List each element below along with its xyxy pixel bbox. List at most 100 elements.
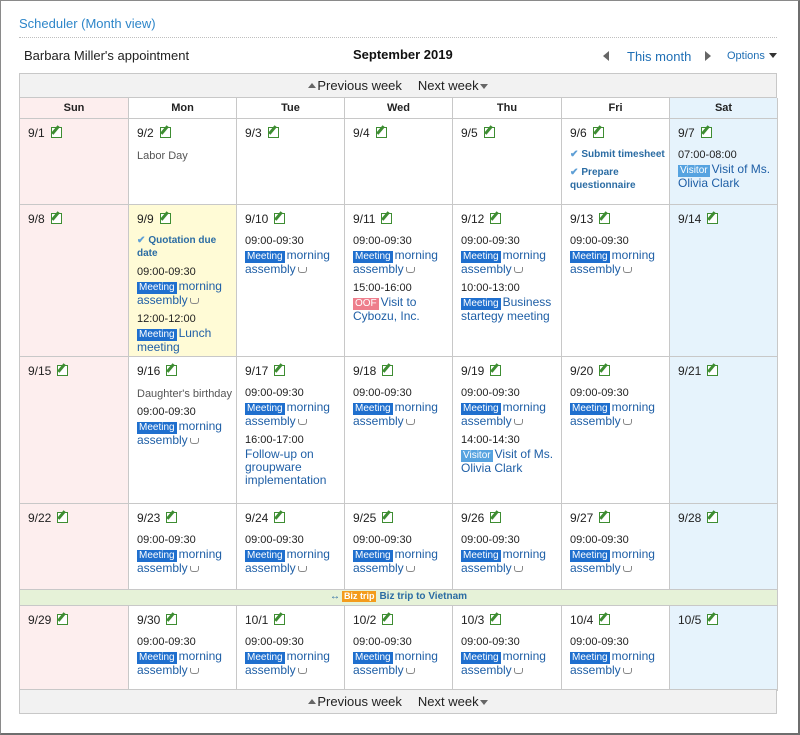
day-cell[interactable]: 9/21 bbox=[670, 357, 778, 504]
appointment[interactable]: 09:00-09:30 Meeting morning assembly bbox=[245, 636, 344, 677]
add-appointment-icon[interactable] bbox=[274, 213, 286, 224]
day-cell[interactable]: 9/11 09:00-09:30 Meeting morning assembly 15… bbox=[345, 205, 453, 357]
appointment[interactable]: 09:00-09:30 Meeting morning assembly bbox=[461, 235, 561, 276]
day-cell[interactable]: 9/25 09:00-09:30 Meeting morning assembly bbox=[345, 504, 453, 590]
todo-item[interactable]: ✔ Quotation due date bbox=[137, 234, 236, 260]
day-cell[interactable]: 9/26 09:00-09:30 Meeting morning assembly bbox=[453, 504, 562, 590]
add-appointment-icon[interactable] bbox=[599, 365, 611, 376]
add-appointment-icon[interactable] bbox=[599, 213, 611, 224]
next-week-link[interactable]: Next week bbox=[418, 694, 488, 709]
add-appointment-icon[interactable] bbox=[166, 365, 178, 376]
day-cell[interactable]: 9/6 ✔ Submit timesheet ✔ Prepare questionnai… bbox=[562, 119, 670, 205]
add-appointment-icon[interactable] bbox=[599, 512, 611, 523]
day-cell[interactable]: 9/29 bbox=[20, 606, 129, 691]
appointment-title[interactable]: morning assembly bbox=[461, 400, 546, 428]
day-cell[interactable]: 9/27 09:00-09:30 Meeting morning assembly bbox=[562, 504, 670, 590]
date-number[interactable]: 9/29 bbox=[28, 613, 52, 627]
day-cell[interactable]: 9/19 09:00-09:30 Meeting morning assembly 14… bbox=[453, 357, 562, 504]
appointment[interactable]: 12:00-12:00 Meeting Lunch meeting bbox=[137, 313, 236, 354]
add-appointment-icon[interactable] bbox=[50, 213, 62, 224]
appointment[interactable]: 09:00-09:30 Meeting morning assembly bbox=[245, 235, 344, 276]
date-number[interactable]: 9/7 bbox=[678, 126, 695, 140]
appointment-title[interactable]: morning assembly bbox=[570, 400, 655, 428]
day-cell[interactable]: 9/16 Daughter's birthday 09:00-09:30 Meetin… bbox=[129, 357, 237, 504]
appointment[interactable]: 09:00-09:30 Meeting morning assembly bbox=[245, 534, 344, 575]
appointment-title[interactable]: morning assembly bbox=[353, 400, 438, 428]
next-week-link[interactable]: Next week bbox=[418, 78, 488, 93]
date-number[interactable]: 9/3 bbox=[245, 126, 262, 140]
multi-day-event-banner[interactable]: ↔ Biz trip Biz trip to Vietnam bbox=[20, 590, 778, 606]
options-menu[interactable]: Options bbox=[727, 50, 777, 62]
appointment-title[interactable]: Follow-up on groupware implementation bbox=[245, 447, 327, 487]
appointment[interactable]: 10:00-13:00 Meeting Business startegy meet… bbox=[461, 282, 561, 323]
day-cell[interactable]: 9/18 09:00-09:30 Meeting morning assembly bbox=[345, 357, 453, 504]
todo-item[interactable]: ✔ Submit timesheet bbox=[570, 148, 669, 161]
todo-label[interactable]: Prepare questionnaire bbox=[570, 167, 636, 191]
appointment-title[interactable]: morning assembly bbox=[461, 547, 546, 575]
this-month-link[interactable]: This month bbox=[627, 49, 692, 64]
day-cell[interactable]: 9/14 bbox=[670, 205, 778, 357]
banner-title[interactable]: Biz trip to Vietnam bbox=[379, 591, 468, 602]
appointment-title[interactable]: morning assembly bbox=[570, 248, 655, 276]
appointment-title[interactable]: morning assembly bbox=[461, 649, 546, 677]
appointment[interactable]: 09:00-09:30 Meeting morning assembly bbox=[353, 235, 452, 276]
previous-week-link[interactable]: Previous week bbox=[308, 78, 402, 93]
date-number[interactable]: 9/19 bbox=[461, 364, 485, 378]
appointment[interactable]: 09:00-09:30 Meeting morning assembly bbox=[570, 235, 669, 276]
day-cell[interactable]: 10/5 bbox=[670, 606, 778, 691]
appointment-title[interactable]: Visit of Ms. Olivia Clark bbox=[678, 162, 771, 190]
day-cell[interactable]: 9/20 09:00-09:30 Meeting morning assembly bbox=[562, 357, 670, 504]
date-number[interactable]: 9/25 bbox=[353, 511, 377, 525]
date-number[interactable]: 9/28 bbox=[678, 511, 702, 525]
day-cell[interactable]: 9/12 09:00-09:30 Meeting morning assembly 10… bbox=[453, 205, 562, 357]
appointment[interactable]: 09:00-09:30 Meeting morning assembly bbox=[461, 636, 561, 677]
add-appointment-icon[interactable] bbox=[483, 127, 495, 138]
day-cell[interactable]: 9/30 09:00-09:30 Meeting morning assembly bbox=[129, 606, 237, 691]
appointment[interactable]: 09:00-09:30 Meeting morning assembly bbox=[137, 266, 236, 307]
add-appointment-icon[interactable] bbox=[707, 512, 719, 523]
appointment-title[interactable]: morning assembly bbox=[353, 649, 438, 677]
date-number[interactable]: 9/1 bbox=[28, 126, 45, 140]
appointment[interactable]: 09:00-09:30 Meeting morning assembly bbox=[353, 534, 452, 575]
date-number[interactable]: 9/22 bbox=[28, 511, 52, 525]
appointment[interactable]: 09:00-09:30 Meeting morning assembly bbox=[137, 534, 236, 575]
date-number[interactable]: 9/20 bbox=[570, 364, 594, 378]
appointment[interactable]: 09:00-09:30 Meeting morning assembly bbox=[461, 387, 561, 428]
date-number[interactable]: 9/13 bbox=[570, 212, 594, 226]
appointment-title[interactable]: morning assembly bbox=[137, 279, 222, 307]
add-appointment-icon[interactable] bbox=[274, 512, 286, 523]
date-number[interactable]: 9/15 bbox=[28, 364, 52, 378]
add-appointment-icon[interactable] bbox=[700, 127, 712, 138]
appointment-title[interactable]: Visit of Ms. Olivia Clark bbox=[461, 447, 554, 475]
appointment[interactable]: 07:00-08:00 Visitor Visit of Ms. Olivia Cl… bbox=[678, 149, 777, 190]
date-number[interactable]: 9/4 bbox=[353, 126, 370, 140]
day-cell[interactable]: 9/7 07:00-08:00 Visitor Visit of Ms. Olivia… bbox=[670, 119, 778, 205]
add-appointment-icon[interactable] bbox=[166, 512, 178, 523]
add-appointment-icon[interactable] bbox=[375, 127, 387, 138]
previous-month-icon[interactable] bbox=[603, 51, 609, 61]
appointment-title[interactable]: Business startegy meeting bbox=[461, 295, 552, 323]
day-cell[interactable]: 9/17 09:00-09:30 Meeting morning assembly 16… bbox=[237, 357, 345, 504]
date-number[interactable]: 9/2 bbox=[137, 126, 154, 140]
appointment[interactable]: 09:00-09:30 Meeting morning assembly bbox=[570, 636, 669, 677]
add-appointment-icon[interactable] bbox=[274, 365, 286, 376]
day-cell[interactable]: 9/9 ✔ Quotation due date 09:00-09:30 Meeting… bbox=[129, 205, 237, 357]
add-appointment-icon[interactable] bbox=[490, 512, 502, 523]
appointment[interactable]: 15:00-16:00 OOF Visit to Cybozu, Inc. bbox=[353, 282, 452, 323]
add-appointment-icon[interactable] bbox=[381, 213, 393, 224]
add-appointment-icon[interactable] bbox=[57, 365, 69, 376]
appointment-title[interactable]: morning assembly bbox=[570, 649, 655, 677]
appointment-title[interactable]: morning assembly bbox=[137, 547, 222, 575]
appointment-title[interactable]: Lunch meeting bbox=[137, 326, 212, 354]
date-number[interactable]: 9/5 bbox=[461, 126, 478, 140]
appointment[interactable]: 09:00-09:30 Meeting morning assembly bbox=[245, 387, 344, 428]
day-cell[interactable]: 9/5 bbox=[453, 119, 562, 205]
date-number[interactable]: 9/8 bbox=[28, 212, 45, 226]
appointment[interactable]: 09:00-09:30 Meeting morning assembly bbox=[570, 534, 669, 575]
day-cell[interactable]: 9/8 bbox=[20, 205, 129, 357]
date-number[interactable]: 9/16 bbox=[137, 364, 161, 378]
next-month-icon[interactable] bbox=[705, 51, 711, 61]
add-appointment-icon[interactable] bbox=[274, 614, 286, 625]
date-number[interactable]: 9/12 bbox=[461, 212, 485, 226]
appointment-title[interactable]: morning assembly bbox=[245, 400, 330, 428]
